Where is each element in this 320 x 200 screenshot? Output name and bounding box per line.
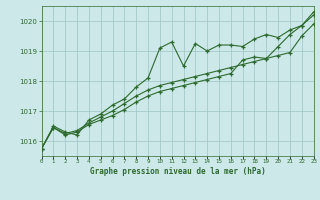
X-axis label: Graphe pression niveau de la mer (hPa): Graphe pression niveau de la mer (hPa): [90, 167, 266, 176]
